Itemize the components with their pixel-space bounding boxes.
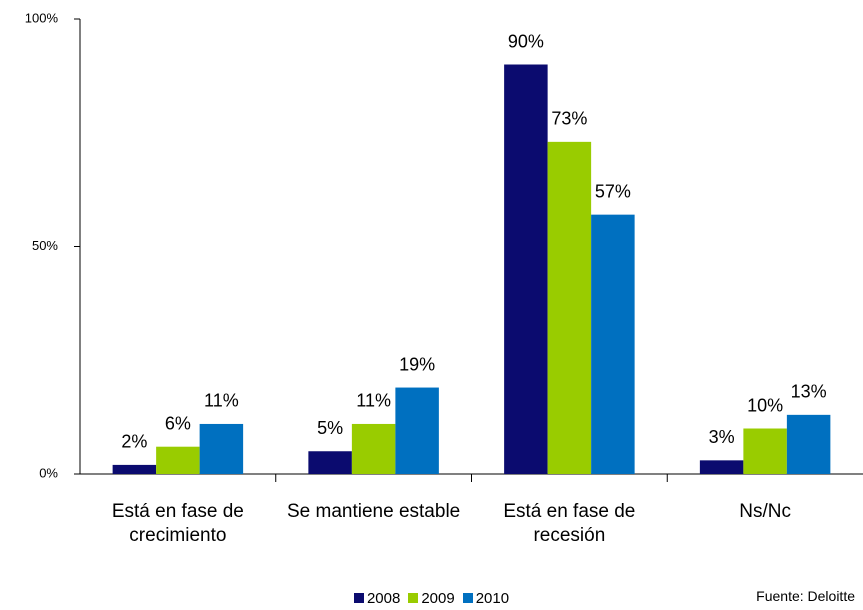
legend-item: 2010	[462, 590, 510, 607]
bar	[351, 423, 396, 474]
legend-label: 2009	[421, 590, 455, 607]
value-label: 90%	[508, 31, 544, 51]
value-label: 13%	[791, 382, 827, 402]
value-label: 5%	[317, 418, 343, 438]
bar	[699, 460, 744, 474]
value-label: 57%	[595, 181, 631, 201]
legend-swatch	[353, 593, 364, 603]
legend-item: 2009	[408, 590, 455, 607]
y-tick-label: 50%	[32, 238, 58, 253]
bar	[786, 414, 831, 474]
bar	[156, 446, 200, 474]
x-tick-label: Se mantiene estable	[287, 501, 461, 522]
source: Fuente: Deloitte	[756, 588, 855, 604]
value-label: 10%	[747, 395, 783, 415]
bar	[395, 387, 439, 474]
bar	[199, 423, 244, 474]
bar	[743, 428, 787, 474]
legend-swatch	[462, 593, 473, 603]
value-label: 11%	[204, 391, 239, 411]
x-tick-label: Ns/Nc	[739, 501, 791, 522]
x-tick-label: Está en fase de recesión	[503, 501, 636, 546]
legend: 2008 2009 2010	[0, 590, 863, 607]
legend-swatch	[408, 593, 419, 603]
legend-label: 2008	[366, 590, 401, 607]
value-label: 3%	[709, 427, 735, 447]
bar	[547, 141, 592, 474]
y-tick-label: 0%	[39, 465, 58, 480]
y-tick-label: 100%	[25, 10, 59, 25]
x-tick-label: Está en fase de crecimiento	[111, 501, 244, 546]
value-label: 6%	[165, 413, 191, 433]
value-label: 11%	[356, 391, 391, 411]
bar	[504, 64, 548, 474]
bar	[308, 451, 352, 474]
legend-label: 2010	[475, 590, 510, 607]
value-label: 73%	[551, 109, 587, 129]
bar	[591, 214, 635, 474]
legend-item: 2008	[353, 590, 401, 607]
value-label: 19%	[399, 354, 435, 374]
bar	[112, 464, 157, 474]
value-label: 2%	[121, 432, 147, 452]
